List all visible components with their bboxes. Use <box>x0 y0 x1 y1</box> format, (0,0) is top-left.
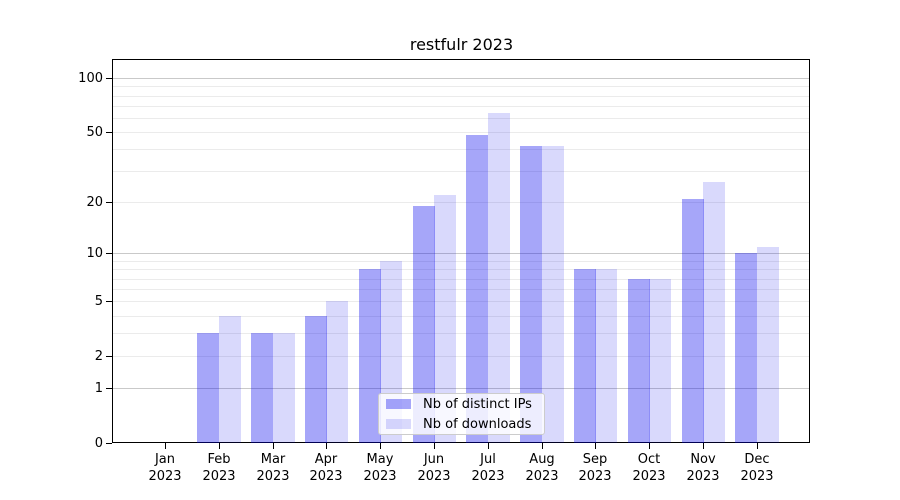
y-tick <box>106 301 112 302</box>
x-tick <box>219 443 220 449</box>
bar <box>466 135 488 443</box>
x-tick <box>757 443 758 449</box>
y-tick <box>106 132 112 133</box>
gridline <box>113 261 809 262</box>
bar <box>595 269 617 443</box>
x-tick-label: Sep 2023 <box>578 452 612 484</box>
y-tick-label: 50 <box>86 125 103 140</box>
bar <box>219 316 241 443</box>
x-tick <box>380 443 381 449</box>
bar <box>649 279 671 443</box>
y-tick-label: 1 <box>94 381 103 396</box>
y-tick <box>106 78 112 79</box>
bar <box>326 301 348 443</box>
legend-entry-distinct-ips: Nb of distinct IPs <box>386 394 544 414</box>
x-tick <box>649 443 650 449</box>
y-tick <box>106 253 112 254</box>
bar <box>735 253 757 443</box>
y-tick <box>106 388 112 389</box>
y-tick <box>106 443 112 444</box>
bar <box>542 146 564 443</box>
gridline-major <box>113 253 809 254</box>
gridline <box>113 86 809 87</box>
x-tick <box>703 443 704 449</box>
legend-label: Nb of downloads <box>423 416 532 432</box>
legend: Nb of distinct IPs Nb of downloads <box>378 393 545 435</box>
bar <box>305 316 327 443</box>
x-tick-label: Oct 2023 <box>632 452 666 484</box>
gridline <box>113 316 809 317</box>
gridline <box>113 356 809 357</box>
gridline-major <box>113 388 809 389</box>
legend-swatch-distinct-ips-icon <box>386 399 411 409</box>
plot-area <box>112 59 810 443</box>
y-tick <box>106 356 112 357</box>
gridline <box>113 289 809 290</box>
bar <box>682 199 704 443</box>
gridline <box>113 132 809 133</box>
bar <box>359 269 381 443</box>
x-tick-label: Dec 2023 <box>740 452 774 484</box>
y-tick-label: 0 <box>94 436 103 451</box>
bar <box>434 195 456 443</box>
bar <box>520 146 542 443</box>
bar <box>197 333 219 443</box>
chart-title: restfulr 2023 <box>409 35 514 54</box>
bar <box>413 206 435 443</box>
y-tick-label: 5 <box>94 294 103 309</box>
gridline <box>113 96 809 97</box>
x-tick-label: Feb 2023 <box>202 452 236 484</box>
x-tick <box>165 443 166 449</box>
y-tick-label: 20 <box>86 195 103 210</box>
legend-swatch-downloads-icon <box>386 419 411 429</box>
x-tick-label: Jan 2023 <box>148 452 182 484</box>
bar <box>757 247 779 443</box>
y-tick <box>106 202 112 203</box>
gridline <box>113 202 809 203</box>
x-tick <box>488 443 489 449</box>
y-tick-label: 2 <box>94 349 103 364</box>
bar <box>488 113 510 443</box>
x-tick-label: Apr 2023 <box>309 452 343 484</box>
gridline <box>113 118 809 119</box>
gridline <box>113 106 809 107</box>
bar <box>251 333 273 443</box>
y-tick-label: 10 <box>86 246 103 261</box>
x-tick <box>273 443 274 449</box>
bar <box>703 182 725 443</box>
x-tick <box>326 443 327 449</box>
gridline <box>113 149 809 150</box>
gridline <box>113 279 809 280</box>
x-tick-label: Nov 2023 <box>686 452 720 484</box>
bar <box>273 333 295 443</box>
legend-entry-downloads: Nb of downloads <box>386 414 544 434</box>
gridline-major <box>113 78 809 79</box>
x-tick <box>542 443 543 449</box>
bar <box>628 279 650 443</box>
bar <box>574 269 596 443</box>
gridline <box>113 333 809 334</box>
gridline <box>113 269 809 270</box>
x-tick-label: Jul 2023 <box>471 452 505 484</box>
x-tick-label: Aug 2023 <box>525 452 559 484</box>
legend-label: Nb of distinct IPs <box>423 396 532 412</box>
y-tick-label: 100 <box>78 71 103 86</box>
x-tick <box>595 443 596 449</box>
x-tick <box>434 443 435 449</box>
x-tick-label: Jun 2023 <box>417 452 451 484</box>
gridline <box>113 301 809 302</box>
x-tick-label: May 2023 <box>363 452 397 484</box>
gridline <box>113 171 809 172</box>
x-tick-label: Mar 2023 <box>256 452 290 484</box>
